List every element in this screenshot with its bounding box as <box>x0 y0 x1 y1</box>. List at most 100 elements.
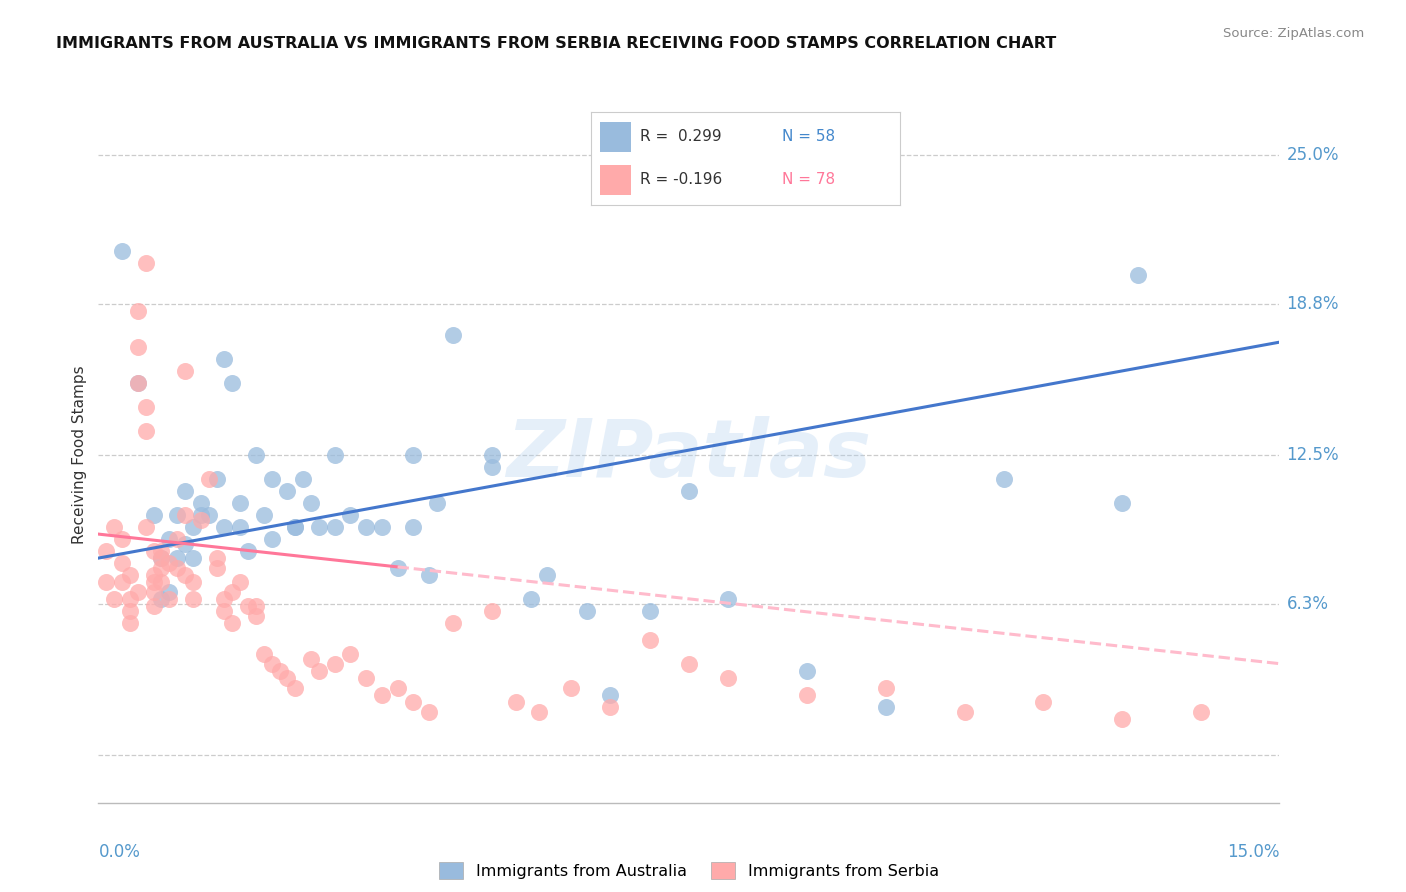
Point <box>1111 712 1133 726</box>
Point <box>150 551 173 566</box>
Point <box>166 532 188 546</box>
Point <box>118 567 141 582</box>
Point <box>875 681 897 695</box>
Point <box>221 584 243 599</box>
Point <box>214 604 236 618</box>
Point <box>157 556 180 570</box>
Point <box>678 483 700 498</box>
Point <box>150 551 173 566</box>
Point <box>717 591 740 606</box>
Point <box>205 551 228 566</box>
Point <box>505 695 527 709</box>
Point <box>441 615 464 630</box>
Point <box>96 544 118 558</box>
Text: Source: ZipAtlas.com: Source: ZipAtlas.com <box>1223 27 1364 40</box>
Point <box>323 520 346 534</box>
Point <box>96 575 118 590</box>
Point <box>142 567 165 582</box>
Point <box>402 695 425 709</box>
Point <box>253 647 276 661</box>
Point <box>214 520 236 534</box>
Point <box>426 496 449 510</box>
Legend: Immigrants from Australia, Immigrants from Serbia: Immigrants from Australia, Immigrants fr… <box>433 856 945 885</box>
Point <box>678 657 700 671</box>
Point <box>371 520 394 534</box>
Point <box>481 604 503 618</box>
Text: N = 58: N = 58 <box>782 129 835 145</box>
Point <box>269 664 291 678</box>
Point <box>181 520 204 534</box>
Point <box>339 508 361 522</box>
Text: ZIPatlas: ZIPatlas <box>506 416 872 494</box>
Point <box>284 681 307 695</box>
Point <box>127 376 149 390</box>
Point <box>127 584 149 599</box>
Point <box>229 520 252 534</box>
Point <box>190 496 212 510</box>
FancyBboxPatch shape <box>600 122 631 152</box>
Point <box>150 591 173 606</box>
Point <box>142 599 165 613</box>
Point <box>118 615 141 630</box>
Point <box>245 448 267 462</box>
Text: 15.0%: 15.0% <box>1227 843 1279 861</box>
Point <box>529 705 551 719</box>
Point <box>441 328 464 343</box>
Point <box>214 351 236 366</box>
Point <box>118 604 141 618</box>
Point <box>142 508 165 522</box>
Point <box>875 699 897 714</box>
Point <box>276 671 298 685</box>
Point <box>323 657 346 671</box>
Point <box>229 575 252 590</box>
Point <box>520 591 543 606</box>
Point <box>638 604 661 618</box>
Point <box>1126 268 1149 282</box>
Point <box>111 532 134 546</box>
Point <box>118 591 141 606</box>
Point <box>402 448 425 462</box>
Text: 12.5%: 12.5% <box>1286 446 1339 464</box>
Point <box>371 688 394 702</box>
Point <box>221 376 243 390</box>
Point <box>214 591 236 606</box>
Point <box>638 632 661 647</box>
Point <box>299 652 322 666</box>
Point <box>181 551 204 566</box>
Point <box>174 483 197 498</box>
Point <box>354 671 377 685</box>
Point <box>796 688 818 702</box>
Text: R =  0.299: R = 0.299 <box>640 129 721 145</box>
Point <box>387 560 409 574</box>
Y-axis label: Receiving Food Stamps: Receiving Food Stamps <box>72 366 87 544</box>
Point <box>142 544 165 558</box>
Point <box>135 424 157 438</box>
Point <box>418 705 440 719</box>
Point <box>284 520 307 534</box>
Point <box>142 584 165 599</box>
Point <box>157 532 180 546</box>
Point <box>418 567 440 582</box>
Text: 18.8%: 18.8% <box>1286 294 1339 313</box>
FancyBboxPatch shape <box>600 165 631 194</box>
Point <box>111 244 134 258</box>
Point <box>127 340 149 354</box>
Point <box>150 575 173 590</box>
Point <box>536 567 558 582</box>
Point <box>181 591 204 606</box>
Point <box>260 472 283 486</box>
Point <box>205 560 228 574</box>
Point <box>299 496 322 510</box>
Point <box>135 400 157 414</box>
Point <box>166 551 188 566</box>
Point <box>157 584 180 599</box>
Point <box>560 681 582 695</box>
Point <box>150 544 173 558</box>
Point <box>993 472 1015 486</box>
Point <box>402 520 425 534</box>
Point <box>174 537 197 551</box>
Point <box>481 459 503 474</box>
Point <box>339 647 361 661</box>
Point <box>166 508 188 522</box>
Point <box>260 532 283 546</box>
